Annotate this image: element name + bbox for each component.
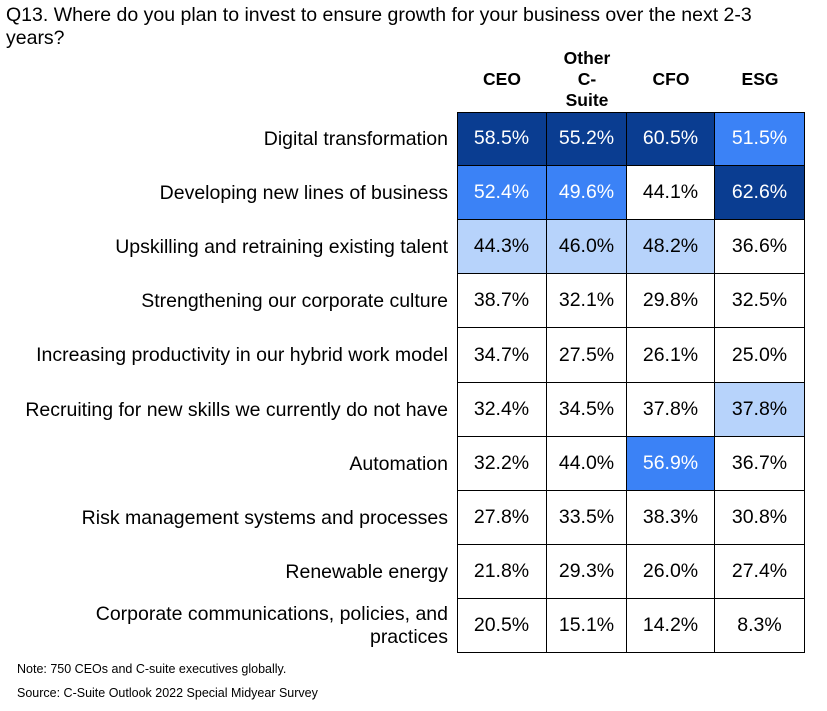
table-cell: 27.5%: [547, 328, 627, 383]
row-label: Renewable energy: [285, 560, 448, 583]
table-cell: 51.5%: [715, 112, 805, 166]
table-cell: 38.7%: [457, 274, 547, 328]
row-label: Digital transformation: [263, 127, 448, 150]
table-cell: 29.8%: [627, 274, 715, 328]
table-cell: 44.1%: [627, 166, 715, 220]
row-label: Recruiting for new skills we currently d…: [25, 398, 448, 421]
table-cell: 49.6%: [547, 166, 627, 220]
table-cell: 52.4%: [457, 166, 547, 220]
table-cell: 30.8%: [715, 491, 805, 545]
table-cell: 56.9%: [627, 437, 715, 491]
table-cell: 29.3%: [547, 545, 627, 599]
table-cell: 32.1%: [547, 274, 627, 328]
table-cell: 55.2%: [547, 112, 627, 166]
table-cell: 58.5%: [457, 112, 547, 166]
table-cell: 36.6%: [715, 220, 805, 274]
table-cell: 26.1%: [627, 328, 715, 383]
table-cell: 37.8%: [715, 383, 805, 437]
row-label: Automation: [349, 452, 448, 475]
table-cell: 46.0%: [547, 220, 627, 274]
column-header: CEO: [483, 68, 521, 89]
table-cell: 26.0%: [627, 545, 715, 599]
table-cell: 62.6%: [715, 166, 805, 220]
table-cell: 25.0%: [715, 328, 805, 383]
table-cell: 8.3%: [715, 599, 805, 653]
chart-title: Q13. Where do you plan to invest to ensu…: [6, 4, 752, 49]
table-cell: 44.0%: [547, 437, 627, 491]
column-header: ESG: [741, 68, 779, 89]
source-text: Source: C-Suite Outlook 2022 Special Mid…: [17, 686, 318, 700]
table-cell: 37.8%: [627, 383, 715, 437]
table-cell: 20.5%: [457, 599, 547, 653]
table-cell: 15.1%: [547, 599, 627, 653]
table-cell: 36.7%: [715, 437, 805, 491]
row-label: Increasing productivity in our hybrid wo…: [36, 343, 448, 366]
row-label: Developing new lines of business: [159, 181, 448, 204]
note-text: Note: 750 CEOs and C-suite executives gl…: [17, 662, 287, 676]
table-cell: 44.3%: [457, 220, 547, 274]
table-cell: 34.5%: [547, 383, 627, 437]
table-cell: 33.5%: [547, 491, 627, 545]
table-cell: 21.8%: [457, 545, 547, 599]
table-cell: 38.3%: [627, 491, 715, 545]
table-cell: 60.5%: [627, 112, 715, 166]
table-cell: 32.5%: [715, 274, 805, 328]
row-label: Strengthening our corporate culture: [141, 289, 448, 312]
heatmap-table: 58.5% 55.2% 60.5% 51.5% 52.4% 49.6% 44.1% 62.6%…: [457, 112, 805, 653]
table-cell: 48.2%: [627, 220, 715, 274]
row-label: Upskilling and retraining existing talen…: [115, 235, 448, 258]
table-cell: 32.4%: [457, 383, 547, 437]
row-label: Risk management systems and processes: [81, 506, 448, 529]
column-header: Other C- Suite: [563, 47, 611, 110]
column-header: CFO: [652, 68, 690, 89]
row-label: Corporate communications, policies, and …: [95, 603, 448, 648]
table-cell: 14.2%: [627, 599, 715, 653]
table-cell: 27.8%: [457, 491, 547, 545]
table-cell: 27.4%: [715, 545, 805, 599]
table-cell: 32.2%: [457, 437, 547, 491]
table-cell: 34.7%: [457, 328, 547, 383]
